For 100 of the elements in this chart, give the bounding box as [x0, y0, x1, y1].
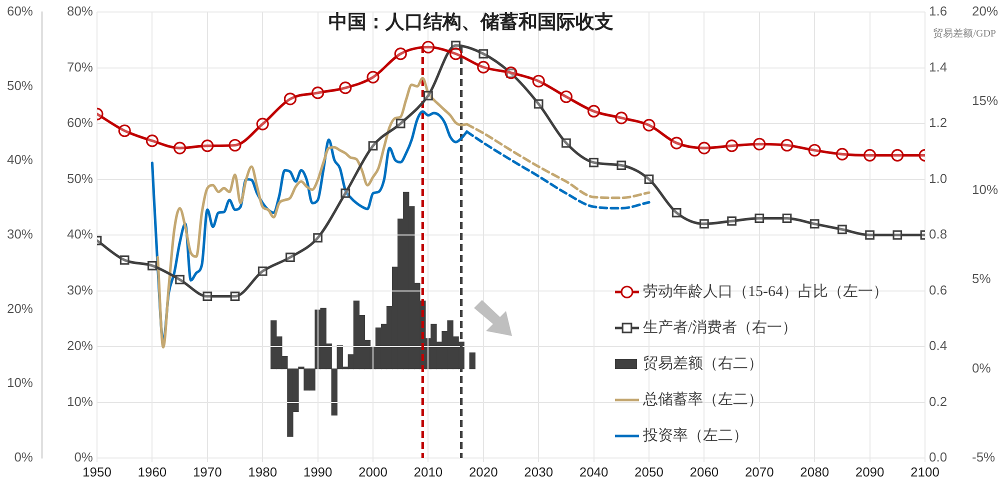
y-tick-label: 10%: [66, 394, 94, 409]
point: [228, 138, 242, 152]
point: [366, 70, 380, 84]
point: [642, 118, 656, 132]
point: [670, 136, 683, 150]
point: [175, 274, 184, 284]
point: [810, 219, 820, 229]
y-tick-label: 0%: [74, 450, 94, 465]
y2-tick-label: 0.0: [929, 450, 948, 465]
y-tick-label: 0%: [972, 360, 992, 376]
point: [532, 74, 545, 88]
point: [808, 144, 821, 157]
x-tick-label: 2010: [414, 464, 443, 480]
point: [202, 292, 212, 302]
y3-tick-label: 40%: [6, 152, 34, 168]
x-tick-label: 2040: [579, 464, 608, 480]
y-tick-label: 10%: [972, 182, 998, 197]
point: [394, 48, 407, 60]
x-tick-label: 2050: [634, 464, 664, 480]
y3-tick-label: 0%: [14, 450, 34, 465]
x-tick-label: 1970: [192, 464, 222, 480]
chart-title: 中国：人口结构、储蓄和国际收支: [328, 10, 614, 33]
point: [838, 224, 847, 234]
y-tick-label: 20%: [66, 338, 94, 354]
y-tick-label: 5%: [972, 271, 992, 286]
bar: [469, 352, 476, 370]
y-tick-label: 30%: [66, 282, 94, 298]
point: [258, 266, 268, 276]
x-tick-label: 2100: [910, 464, 940, 480]
y-tick-label: 15%: [972, 92, 998, 108]
y2-tick-label: 0.6: [929, 282, 948, 298]
y-tick-label: 60%: [66, 115, 94, 130]
point: [284, 92, 296, 106]
y3-tick-label: 20%: [6, 300, 34, 316]
point: [313, 233, 322, 242]
point: [562, 138, 571, 148]
x-tick-label: 2070: [744, 464, 774, 480]
y-axis-title: 贸易差额/GDP: [933, 28, 996, 40]
point: [174, 142, 186, 154]
point: [230, 292, 240, 302]
point: [700, 219, 709, 229]
point: [672, 208, 682, 218]
point: [836, 148, 848, 160]
point: [589, 158, 598, 168]
point: [450, 48, 462, 60]
y3-tick-label: 30%: [6, 226, 34, 242]
legend-label: 劳动年龄人口（15-64）占比（左一）: [643, 282, 888, 300]
x-tick-label: 2060: [690, 464, 719, 480]
y3-tick-label: 50%: [6, 78, 34, 93]
point: [698, 142, 710, 154]
point: [368, 141, 378, 150]
legend-label: 总储蓄率（左二）: [642, 390, 763, 408]
point: [534, 99, 544, 109]
point: [422, 40, 434, 54]
point: [504, 66, 518, 80]
point: [340, 188, 350, 198]
point: [615, 112, 628, 124]
point: [727, 216, 736, 226]
point: [754, 214, 764, 223]
y-tick-label: 80%: [66, 4, 94, 19]
x-tick-label: 2000: [358, 464, 388, 480]
legend-label: 投资率（左二）: [642, 426, 748, 444]
y3-tick-label: 60%: [6, 4, 34, 19]
y2-tick-label: 1.4: [929, 59, 948, 74]
y2-tick-label: 1.2: [929, 115, 948, 130]
point: [753, 138, 766, 150]
point: [477, 60, 490, 74]
x-tick-label: 1980: [248, 464, 278, 480]
y2-tick-label: 1.0: [929, 170, 948, 186]
y2-tick-label: 0.2: [929, 394, 948, 409]
point: [120, 255, 130, 265]
point: [588, 104, 600, 118]
point: [201, 140, 214, 152]
point: [424, 90, 433, 100]
y-tick-label: -5%: [972, 450, 996, 465]
point: [780, 138, 794, 152]
x-tick-label: 1960: [138, 464, 167, 480]
point: [726, 140, 738, 152]
point: [865, 230, 874, 240]
y-tick-label: 50%: [66, 170, 94, 186]
point: [312, 86, 324, 100]
point: [286, 252, 295, 262]
x-tick-label: 2080: [800, 464, 830, 480]
x-tick-label: 2030: [524, 464, 554, 480]
point: [148, 260, 157, 270]
legend-label: 生产者/消费者（右一）: [643, 318, 798, 336]
point: [478, 49, 488, 58]
x-tick-label: 2090: [855, 464, 884, 480]
y2-tick-label: 0.8: [929, 226, 948, 242]
point: [560, 90, 572, 104]
y2-tick-label: 0.4: [929, 338, 948, 354]
x-tick-label: 2020: [468, 464, 498, 480]
x-tick-label: 1950: [82, 464, 112, 480]
x-tick-label: 1990: [303, 464, 332, 480]
point: [782, 214, 792, 223]
y-tick-label: 20%: [972, 4, 998, 19]
point: [616, 160, 626, 170]
y2-tick-label: 1.6: [929, 4, 948, 19]
point: [396, 118, 406, 128]
y-tick-label: 40%: [66, 226, 94, 242]
